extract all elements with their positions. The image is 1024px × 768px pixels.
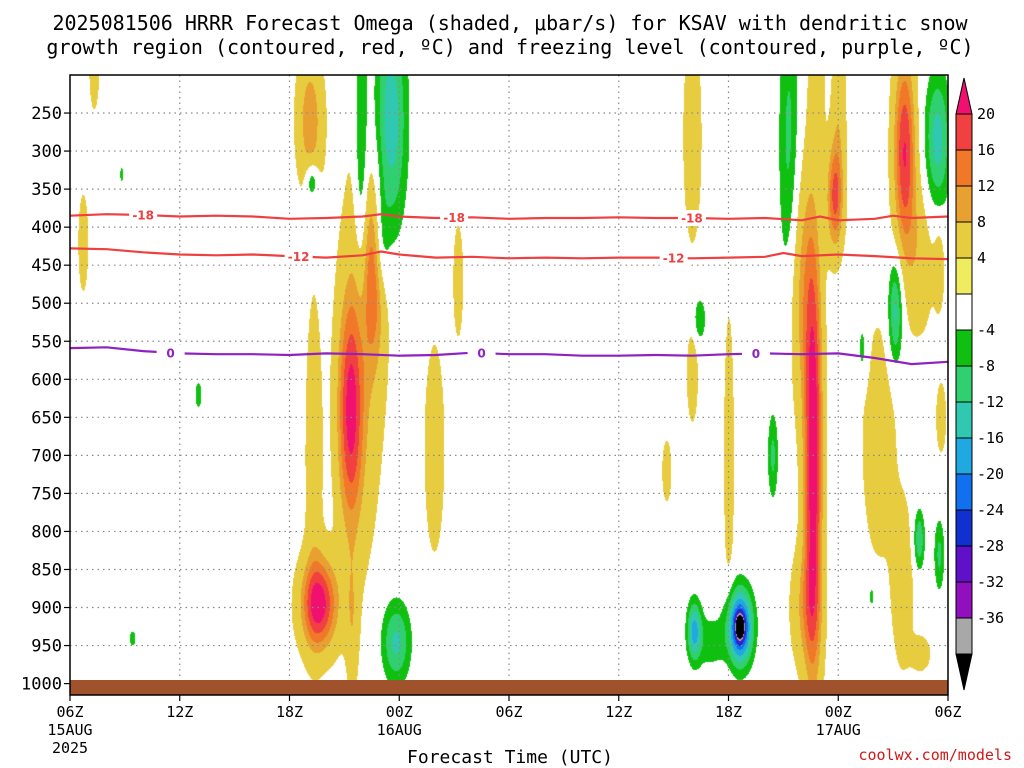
contour-label: 0 [477, 347, 485, 361]
x-tick-label: 18Z [276, 703, 303, 721]
contour-label-background [677, 210, 706, 227]
omega-colorbar: 20 16 12 8 4 -4 -8 -12 -16 -20 -24 -28 -32 -36 [955, 77, 1004, 691]
colorbar-label: -4 [977, 321, 995, 339]
x-tick-label: 00Z [386, 703, 413, 721]
contour-label: 0 [752, 347, 760, 361]
colorbar-label: -24 [977, 501, 1004, 519]
contour-label-background [467, 345, 496, 362]
contour-label: -12 [288, 250, 310, 264]
contour-label: -18 [132, 208, 154, 222]
ground-surface [70, 680, 948, 695]
colorbar-label: 20 [977, 105, 995, 123]
x-tick-label: 06Z [56, 703, 83, 721]
y-tick-label: 500 [31, 294, 62, 314]
contour-line--12 [69, 247, 949, 261]
y-tick-label: 1000 [21, 675, 62, 695]
colorbar-label: -8 [977, 357, 995, 375]
contour-label: -18 [681, 212, 703, 226]
contour-line--18 [69, 213, 949, 222]
temperature-contours: -18 -18 -18 -12 -12 0 0 0 [69, 206, 949, 366]
y-tick-label: 850 [31, 560, 62, 580]
colorbar-segment [955, 113, 973, 151]
contour-label: -18 [443, 211, 465, 225]
colorbar-segment [955, 329, 973, 367]
x-tick-label: 00Z [825, 703, 852, 721]
x-tick-date-label: 15AUG [47, 721, 92, 739]
colorbar-label: -20 [977, 465, 1004, 483]
colorbar-segment [955, 149, 973, 187]
credit-text: coolwx.com/models [858, 746, 1012, 764]
colorbar-label: -12 [977, 393, 1004, 411]
y-tick-label: 600 [31, 370, 62, 390]
colorbar-segment [955, 617, 973, 655]
contour-label-background [129, 206, 158, 223]
x-axis-title: Forecast Time (UTC) [407, 747, 613, 768]
colorbar-bottom-triangle [955, 653, 973, 691]
x-tick-date-label: 17AUG [816, 721, 861, 739]
colorbar-segment [955, 293, 973, 331]
y-tick-label: 400 [31, 218, 62, 238]
colorbar-top-triangle [955, 77, 973, 115]
contour-label-background [741, 345, 770, 362]
grid-lines [70, 75, 948, 695]
contour-line-0 [69, 346, 949, 366]
colorbar-segment [955, 581, 973, 619]
colorbar-segment [955, 185, 973, 223]
colorbar-segment [955, 401, 973, 439]
colorbar-segment [955, 221, 973, 259]
y-tick-label: 250 [31, 104, 62, 124]
y-tick-label: 650 [31, 408, 62, 428]
y-tick-label: 750 [31, 484, 62, 504]
x-tick-label: 06Z [495, 703, 522, 721]
contour-label-background [284, 248, 313, 265]
pressure-axis: 250 300 350 400 450 500 550 600 650 700 750 800 850 9… [21, 104, 70, 695]
y-tick-label: 550 [31, 332, 62, 352]
y-tick-label: 700 [31, 446, 62, 466]
chart-title-line1: 2025081506 HRRR Forecast Omega (shaded, … [52, 11, 968, 35]
omega-shading-canvas [70, 75, 948, 695]
x-tick-label: 06Z [934, 703, 961, 721]
colorbar-label: -28 [977, 537, 1004, 555]
y-tick-label: 900 [31, 599, 62, 619]
x-tick-date-label: 16AUG [377, 721, 422, 739]
colorbar-segment [955, 545, 973, 583]
colorbar-segment [955, 437, 973, 475]
colorbar-label: 8 [977, 213, 986, 231]
colorbar-label: 4 [977, 249, 986, 267]
colorbar-segment [955, 365, 973, 403]
y-tick-label: 800 [31, 522, 62, 542]
x-tick-label: 18Z [715, 703, 742, 721]
colorbar-segment [955, 473, 973, 511]
omega-shading [70, 75, 948, 695]
x-tick-year-label: 2025 [52, 739, 88, 757]
x-tick-label: 12Z [166, 703, 193, 721]
x-tick-label: 12Z [605, 703, 632, 721]
colorbar-label: -36 [977, 609, 1004, 627]
colorbar-segment [955, 509, 973, 547]
y-tick-label: 450 [31, 256, 62, 276]
contour-label-background [659, 249, 688, 266]
chart-title-line2: growth region (contoured, red, ºC) and f… [46, 35, 973, 59]
y-tick-label: 350 [31, 180, 62, 200]
contour-label: -12 [663, 251, 685, 265]
plot-area: -18 -18 -18 -12 -12 0 0 0 [69, 74, 949, 696]
contour-label-background [156, 344, 185, 361]
contour-label: 0 [166, 346, 174, 360]
colorbar-label: 16 [977, 141, 995, 159]
colorbar-label: -16 [977, 429, 1004, 447]
colorbar-label: 12 [977, 177, 995, 195]
y-tick-label: 300 [31, 142, 62, 162]
contour-label-background [440, 209, 469, 226]
colorbar-segment [955, 257, 973, 295]
y-tick-label: 950 [31, 637, 62, 657]
colorbar-label: -32 [977, 573, 1004, 591]
